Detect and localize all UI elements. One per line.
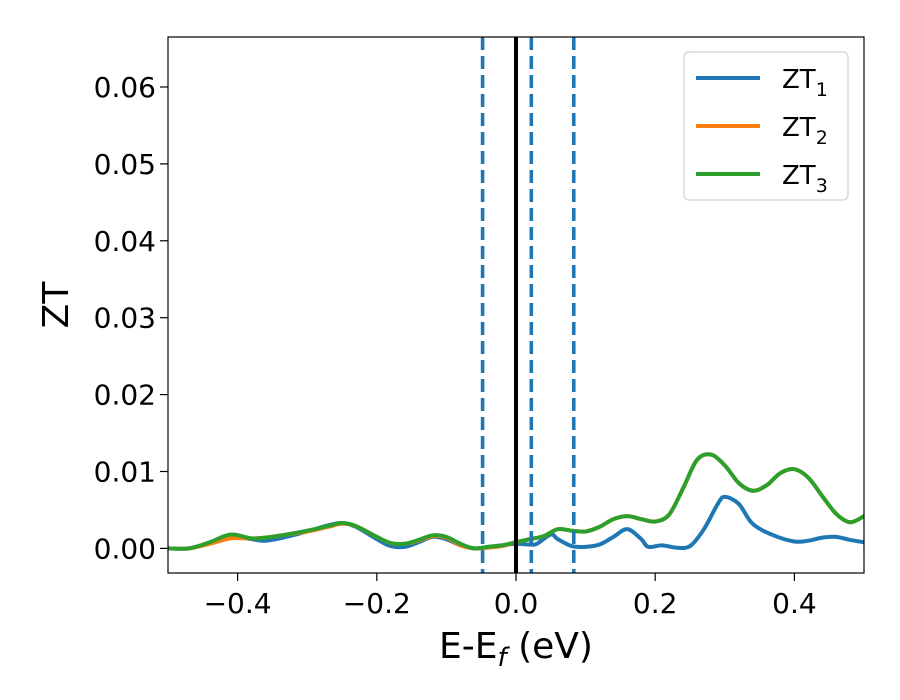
x-tick-label: −0.4 — [204, 587, 272, 620]
y-axis-ticks: 0.00 0.01 0.02 0.03 0.04 0.05 0.06 — [94, 71, 168, 565]
y-tick-label: 0.04 — [94, 225, 156, 258]
legend: ZT1 ZT2 ZT3 — [683, 51, 849, 201]
legend-label: ZT2 — [782, 113, 828, 149]
series-line-zt3 — [168, 452, 864, 551]
x-tick-label: −0.2 — [343, 587, 411, 620]
legend-label: ZT3 — [782, 161, 828, 197]
x-tick-label: 0.2 — [633, 587, 678, 620]
x-axis-label-unit: (eV) — [507, 626, 593, 667]
y-tick-label: 0.02 — [94, 379, 156, 412]
y-axis-label: ZT — [36, 281, 77, 329]
x-tick-label: 0.4 — [772, 587, 817, 620]
y-tick-label: 0.03 — [94, 302, 156, 335]
x-tick-label: 0.0 — [494, 587, 539, 620]
y-tick-label: 0.06 — [94, 71, 156, 104]
y-tick-label: 0.01 — [94, 455, 156, 488]
y-tick-label: 0.00 — [94, 532, 156, 565]
x-axis-label: E-Ef (eV) — [439, 626, 593, 673]
series-lines — [168, 37, 864, 573]
legend-box — [683, 51, 849, 201]
y-tick-label: 0.05 — [94, 148, 156, 181]
x-axis-ticks: −0.4 −0.2 0.0 0.2 0.4 — [204, 573, 817, 620]
x-axis-label-main: E-E — [439, 626, 497, 667]
legend-label: ZT1 — [782, 65, 828, 101]
